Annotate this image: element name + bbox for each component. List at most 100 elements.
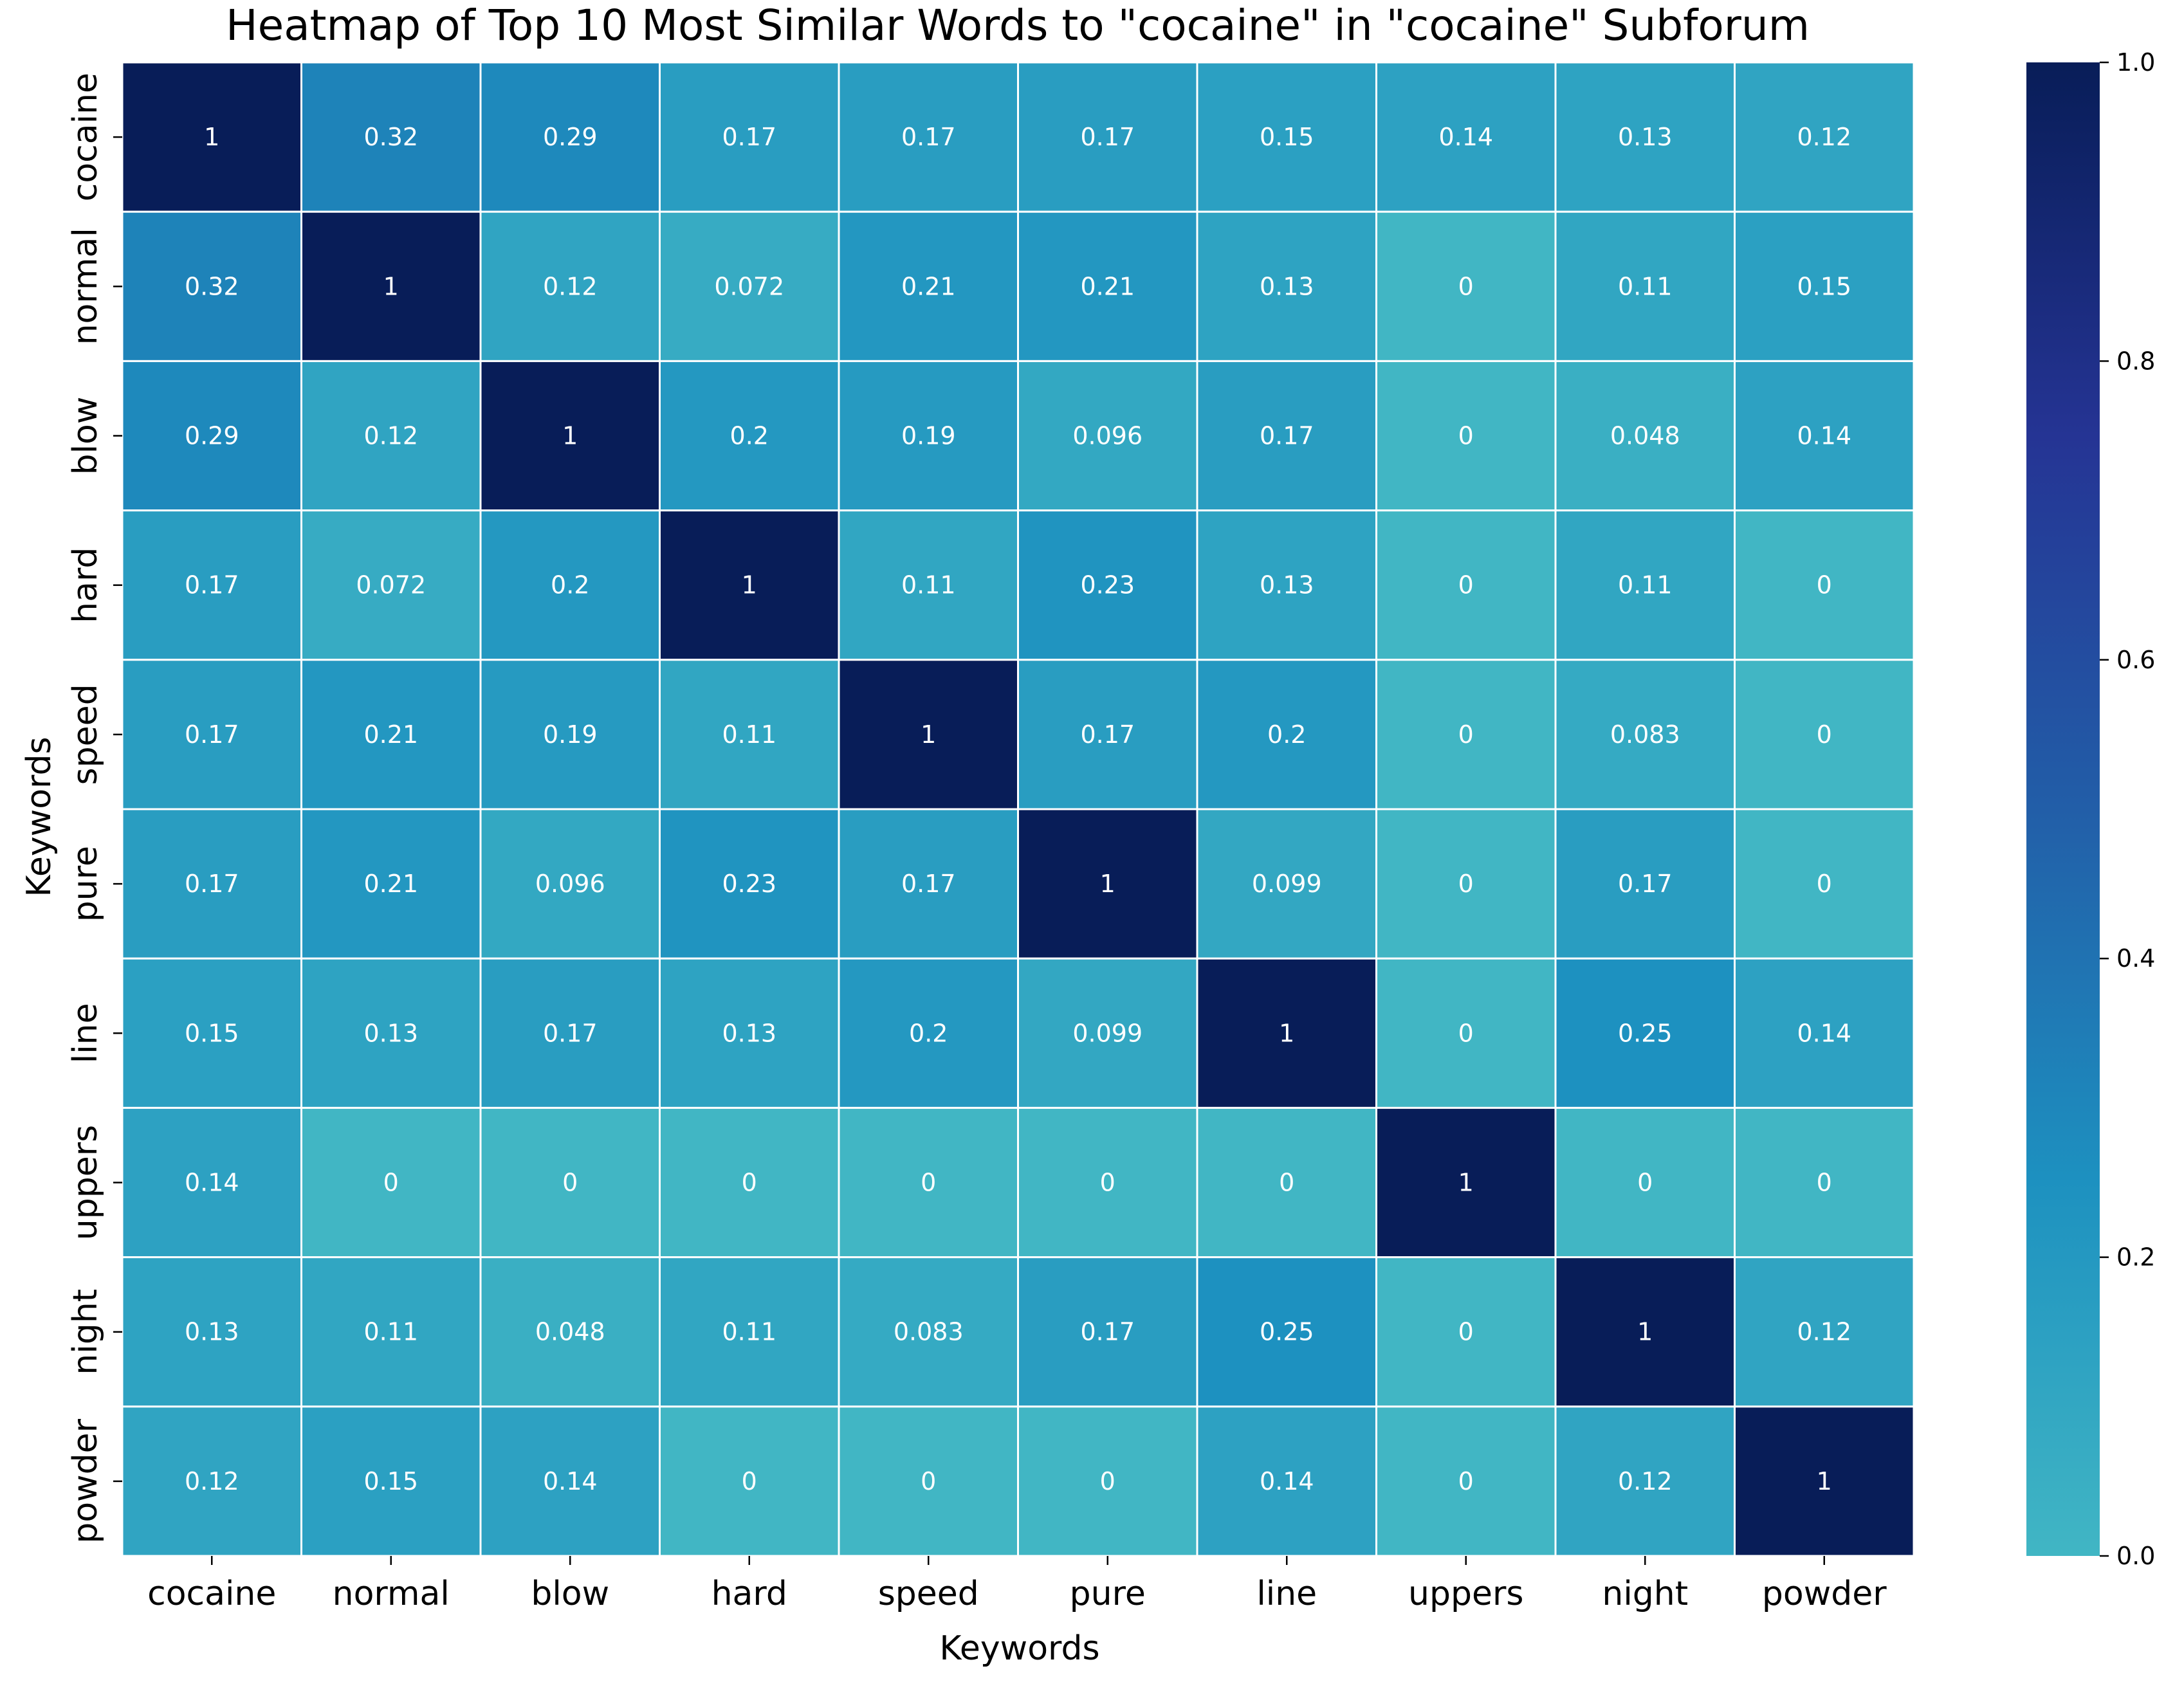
x-tick-label-speed: speed (878, 1575, 979, 1613)
heatmap-cell-night-powder (1734, 1256, 1915, 1408)
heatmap-cell-uppers-night (1554, 1106, 1736, 1259)
colorbar: 0.0 0.2 0.4 0.6 0.8 1.0 (2026, 48, 2155, 1570)
heatmap-cell-pure-line (1196, 808, 1377, 960)
y-tick-label-speed: speed (66, 684, 105, 785)
heatmap-cell-uppers-blow (479, 1106, 661, 1259)
heatmap-cell-hard-uppers (1375, 509, 1557, 661)
cell-value-label: 0.21 (901, 272, 956, 300)
cell-value-label: 0 (742, 1169, 757, 1197)
heatmap-cell-speed-powder (1734, 659, 1915, 810)
cell-value-label: 0.17 (901, 123, 956, 151)
heatmap-cell-hard-night (1554, 509, 1736, 661)
cell-value-label: 0.11 (722, 720, 776, 749)
cell-value-label: 0.12 (1797, 1318, 1851, 1346)
cell-value-label: 0.11 (722, 1318, 776, 1346)
cell-value-label: 0 (1817, 870, 1832, 898)
cell-value-label: 0.13 (185, 1318, 239, 1346)
heatmap-cell-powder-night (1554, 1405, 1736, 1557)
heatmap-cell-speed-normal (300, 659, 482, 810)
cell-value-label: 0 (742, 1467, 757, 1495)
cell-value-label: 0.17 (1080, 123, 1135, 151)
heatmap-cell-powder-cocaine (121, 1405, 302, 1557)
heatmap-cell-blow-blow (479, 360, 661, 512)
heatmap-cell-powder-pure (1017, 1405, 1198, 1557)
cell-value-label: 0.19 (543, 720, 598, 749)
cell-value-label: 0.13 (722, 1019, 776, 1047)
heatmap-cell-uppers-uppers (1375, 1106, 1557, 1259)
heatmap-value-labels: 1 0.32 0.29 0.17 0.17 0.17 0.15 0.14 0.13 0.12 0.3… (185, 123, 1851, 1495)
cell-value-label: 0.14 (1797, 1019, 1851, 1047)
y-axis-label: Keywords (20, 736, 59, 897)
heatmap-cell-speed-blow (479, 659, 661, 810)
cell-value-label: 0.23 (1080, 571, 1135, 599)
cell-value-label: 0 (383, 1169, 399, 1197)
colorbar-tick-label: 0.4 (2116, 944, 2155, 973)
cell-value-label: 0.2 (909, 1019, 948, 1047)
heatmap-cell-cocaine-blow (479, 61, 661, 213)
heatmap-cell-line-line (1196, 957, 1377, 1109)
cell-value-label: 0.17 (185, 720, 239, 749)
heatmap-cell-blow-night (1554, 360, 1736, 512)
heatmap-cell-line-night (1554, 957, 1736, 1109)
heatmap-cell-powder-normal (300, 1405, 482, 1557)
heatmap-cell-powder-uppers (1375, 1405, 1557, 1557)
heatmap-cell-blow-speed (838, 360, 1019, 512)
cell-value-label: 0.14 (185, 1169, 239, 1197)
chart-title: Heatmap of Top 10 Most Similar Words to … (226, 1, 1810, 50)
cell-value-label: 0.12 (543, 272, 598, 300)
cell-value-label: 0.21 (363, 720, 418, 749)
cell-value-label: 0.11 (1618, 272, 1673, 300)
heatmap-cell-normal-line (1196, 210, 1377, 362)
heatmap-cell-powder-speed (838, 1405, 1019, 1557)
heatmap-cell-night-line (1196, 1256, 1377, 1408)
cell-value-label: 0.11 (1618, 571, 1673, 599)
cell-value-label: 0.083 (1610, 720, 1680, 749)
cell-value-label: 0.29 (543, 123, 598, 151)
x-tick-label-hard: hard (711, 1575, 787, 1613)
heatmap-cell-blow-powder (1734, 360, 1915, 512)
heatmap-cell-blow-line (1196, 360, 1377, 512)
cell-value-label: 1 (383, 272, 399, 300)
cell-value-label: 0 (1100, 1169, 1115, 1197)
colorbar-tick-label: 0.8 (2116, 347, 2155, 375)
y-tick-label-night: night (66, 1289, 105, 1375)
cell-value-label: 0.048 (1610, 422, 1680, 450)
heatmap-cell-night-hard (659, 1256, 840, 1408)
colorbar-tick-label: 0.0 (2116, 1542, 2155, 1570)
cell-value-label: 0.2 (730, 422, 769, 450)
cell-value-label: 0.12 (1797, 123, 1851, 151)
cell-value-label: 0 (921, 1169, 936, 1197)
cell-value-label: 0.14 (1260, 1467, 1314, 1495)
cell-value-label: 0.17 (722, 123, 776, 151)
cell-value-label: 0.15 (363, 1467, 418, 1495)
heatmap-cell-cocaine-speed (838, 61, 1019, 213)
heatmap-cell-night-pure (1017, 1256, 1198, 1408)
heatmap-cell-pure-cocaine (121, 808, 302, 960)
heatmap-cell-pure-pure (1017, 808, 1198, 960)
cell-value-label: 0.14 (1797, 422, 1851, 450)
heatmap-cell-uppers-pure (1017, 1106, 1198, 1259)
y-tick-label-cocaine: cocaine (66, 73, 105, 201)
cell-value-label: 0.15 (1260, 123, 1314, 151)
heatmap-cell-normal-powder (1734, 210, 1915, 362)
cell-value-label: 0.25 (1260, 1318, 1314, 1346)
cell-value-label: 0 (1100, 1467, 1115, 1495)
cell-value-label: 0.17 (1618, 870, 1673, 898)
cell-value-label: 0.25 (1618, 1019, 1673, 1047)
cell-value-label: 0 (1458, 571, 1474, 599)
heatmap-cell-night-speed (838, 1256, 1019, 1408)
y-tick-label-uppers: uppers (66, 1125, 105, 1240)
cell-value-label: 0.072 (356, 571, 426, 599)
heatmap-cell-line-cocaine (121, 957, 302, 1109)
heatmap-cell-speed-line (1196, 659, 1377, 810)
heatmap-cell-speed-night (1554, 659, 1736, 810)
cell-value-label: 0.17 (1260, 422, 1314, 450)
heatmap-cell-hard-pure (1017, 509, 1198, 661)
cell-value-label: 0.12 (185, 1467, 239, 1495)
heatmap-cell-uppers-line (1196, 1106, 1377, 1259)
cell-value-label: 0 (1817, 571, 1832, 599)
heatmap-cell-powder-line (1196, 1405, 1377, 1557)
cell-value-label: 0.083 (894, 1318, 964, 1346)
cell-value-label: 1 (921, 720, 936, 749)
